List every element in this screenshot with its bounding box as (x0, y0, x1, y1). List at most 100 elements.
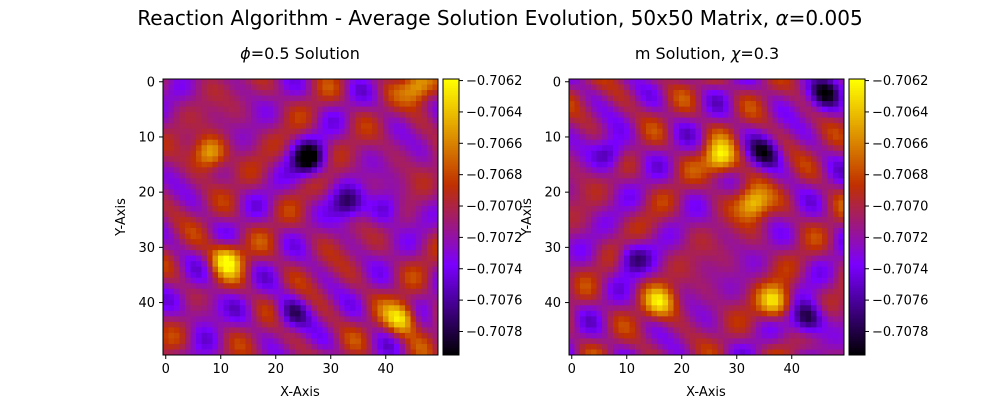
heatmap-cell (772, 244, 779, 251)
heatmap-cell (262, 128, 268, 135)
heatmap-cell (234, 233, 241, 240)
heatmap-cell (811, 79, 817, 85)
heatmap-cell (278, 172, 285, 179)
colorbar-segment (443, 256, 459, 259)
heatmap-cell (679, 228, 685, 234)
heatmap-cell (427, 338, 433, 345)
heatmap-cell (640, 222, 647, 229)
heatmap-cell (602, 228, 608, 234)
heatmap-cell (355, 261, 362, 268)
heatmap-cell (240, 288, 246, 295)
heatmap-cell (245, 316, 252, 323)
heatmap-cell (179, 316, 186, 323)
heatmap-cell (185, 316, 191, 323)
heatmap-cell (366, 222, 373, 229)
heatmap-cell (657, 106, 663, 113)
heatmap-cell (273, 228, 279, 234)
heatmap-cell (223, 150, 230, 157)
heatmap-cell (240, 228, 246, 234)
heatmap-cell (190, 343, 197, 350)
heatmap-cell (585, 134, 592, 141)
heatmap-cell (190, 266, 197, 273)
heatmap-cell (739, 239, 746, 245)
heatmap-cell (207, 222, 213, 229)
heatmap-cell (163, 305, 169, 312)
heatmap-cell (833, 228, 839, 234)
heatmap-cell (394, 255, 400, 262)
heatmap-cell (234, 139, 241, 146)
heatmap-cell (328, 101, 334, 107)
heatmap-cell (761, 228, 768, 234)
heatmap-cell (756, 145, 762, 152)
heatmap-cell (657, 172, 663, 179)
heatmap-cell (163, 178, 169, 185)
heatmap-cell (613, 101, 619, 107)
heatmap-cell (662, 266, 669, 273)
heatmap-cell (750, 272, 757, 279)
heatmap-cell (767, 244, 773, 251)
heatmap-cell (767, 299, 773, 306)
heatmap-cell (750, 200, 757, 207)
heatmap-cell (432, 205, 439, 212)
heatmap-cell (432, 161, 439, 168)
heatmap-cell (706, 90, 713, 96)
heatmap-cell (569, 194, 575, 201)
colorbar-segment (443, 212, 459, 216)
heatmap-cell (163, 310, 169, 317)
heatmap-cell (410, 178, 417, 185)
heatmap-cell (273, 277, 279, 284)
heatmap-cell (388, 117, 395, 124)
heatmap-cell (317, 167, 323, 174)
heatmap-cell (701, 299, 707, 306)
heatmap-cell (427, 101, 433, 107)
heatmap-cell (596, 101, 603, 107)
heatmap-cell (185, 156, 191, 163)
heatmap-cell (262, 112, 268, 119)
heatmap-cell (657, 239, 663, 245)
heatmap-cell (574, 79, 581, 85)
heatmap-cell (684, 123, 691, 130)
heatmap-cell (432, 95, 439, 102)
heatmap-cell (262, 167, 268, 174)
heatmap-cell (712, 84, 718, 91)
heatmap-cell (394, 316, 400, 323)
heatmap-cell (618, 332, 625, 339)
heatmap-cell (750, 321, 757, 328)
heatmap-cell (657, 128, 663, 135)
heatmap-cell (421, 189, 428, 196)
heatmap-cell (717, 294, 724, 301)
heatmap-cell (377, 222, 384, 229)
heatmap-cell (361, 327, 367, 334)
heatmap-cell (734, 200, 740, 207)
heatmap-cell (267, 244, 274, 251)
heatmap-cell (273, 128, 279, 135)
heatmap-cell (366, 79, 373, 85)
heatmap-cell (394, 106, 400, 113)
heatmap-cell (569, 150, 575, 157)
heatmap-cell (783, 101, 790, 107)
heatmap-cell (322, 139, 329, 146)
heatmap-cell (179, 101, 186, 107)
heatmap-cell (800, 321, 806, 328)
heatmap-cell (196, 172, 202, 179)
heatmap-cell (333, 222, 340, 229)
heatmap-cell (218, 156, 224, 163)
heatmap-cell (399, 233, 406, 240)
heatmap-cell (212, 84, 219, 91)
heatmap-cell (783, 84, 790, 91)
heatmap-cell (432, 288, 439, 295)
heatmap-cell (416, 327, 422, 334)
heatmap-cell (394, 112, 400, 119)
heatmap-cell (596, 332, 603, 339)
heatmap-cell (657, 117, 663, 124)
heatmap-cell (377, 233, 384, 240)
heatmap-cell (640, 310, 647, 317)
heatmap-cell (673, 167, 680, 174)
heatmap-cell (618, 316, 625, 323)
heatmap-cell (229, 239, 235, 245)
heatmap-cell (234, 316, 241, 323)
heatmap-cell (361, 332, 367, 339)
heatmap-cell (772, 134, 779, 141)
heatmap-cell (750, 194, 757, 201)
